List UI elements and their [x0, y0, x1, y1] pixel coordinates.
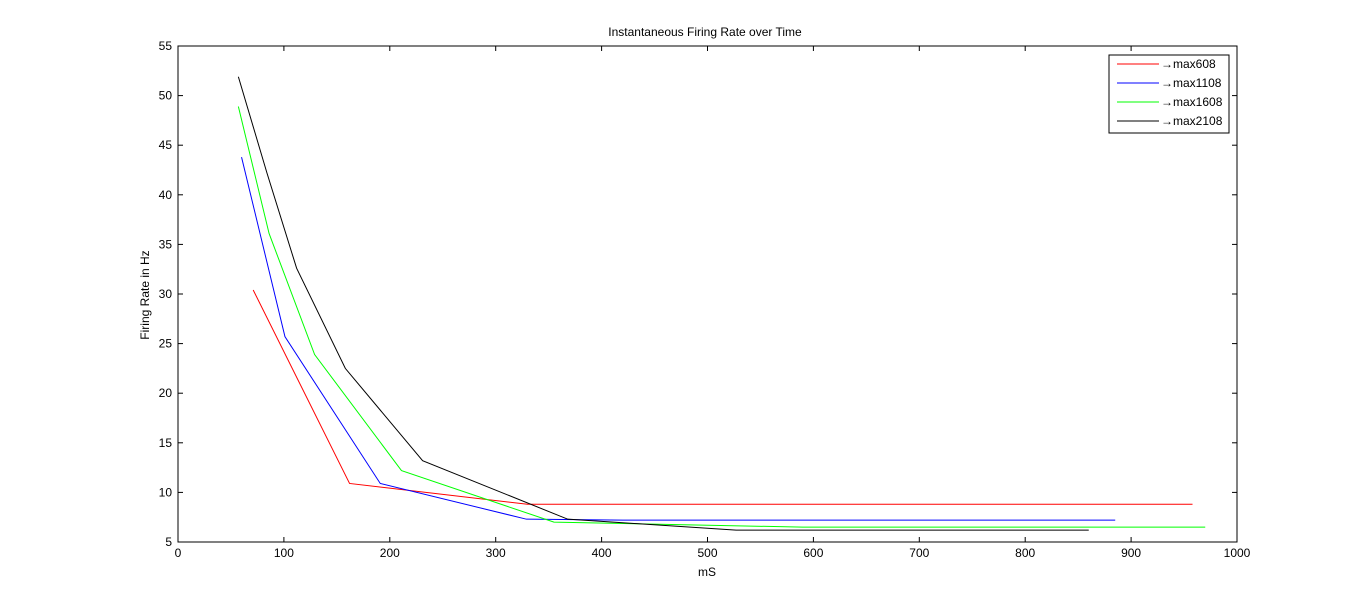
- series-line-0: [252, 289, 1193, 505]
- chart-title: Instantaneous Firing Rate over Time: [608, 25, 802, 39]
- series-line-3: [237, 76, 1089, 531]
- x-tick-label: 700: [909, 546, 929, 560]
- series-line-1: [241, 156, 1116, 521]
- legend-label-3: →max2108: [1161, 114, 1223, 128]
- ticks-layer: 0 100 200 300 400 500 600 700 800 900 1000 5 10 15 20 2…: [159, 39, 1251, 560]
- x-tick-label: 0: [175, 546, 182, 560]
- legend-label-2: →max1608: [1161, 95, 1223, 109]
- x-tick-label: 600: [803, 546, 823, 560]
- y-tick-label: 25: [159, 337, 173, 351]
- series-layer: [237, 76, 1206, 531]
- y-tick-label: 30: [159, 287, 173, 301]
- y-tick-label: 15: [159, 436, 173, 450]
- x-tick-label: 200: [380, 546, 400, 560]
- y-tick-label: 10: [159, 485, 173, 499]
- plot-area: [177, 45, 1238, 543]
- y-tick-label: 40: [159, 188, 173, 202]
- x-tick-label: 300: [486, 546, 506, 560]
- x-tick-label: 800: [1015, 546, 1035, 560]
- y-tick-label: 35: [159, 237, 173, 251]
- x-tick-label: 400: [592, 546, 612, 560]
- x-tick-label: 500: [697, 546, 717, 560]
- legend-label-0: →max608: [1161, 57, 1216, 71]
- y-axis-label: Firing Rate in Hz: [138, 250, 152, 339]
- y-tick-label: 5: [165, 535, 172, 549]
- legend: →max608 →max1108 →max1608 →max2108: [1108, 54, 1230, 134]
- legend-label-1: →max1108: [1161, 76, 1222, 90]
- x-axis-label: mS: [698, 565, 716, 579]
- legend-box: [1108, 54, 1230, 134]
- series-line-2: [237, 106, 1206, 528]
- x-tick-label: 900: [1121, 546, 1141, 560]
- y-tick-label: 50: [159, 89, 173, 103]
- y-tick-label: 55: [159, 39, 173, 53]
- y-tick-label: 20: [159, 386, 173, 400]
- legend-items: →max608 →max1108 →max1608 →max2108: [1117, 57, 1223, 128]
- x-tick-label: 1000: [1224, 546, 1251, 560]
- x-tick-label: 100: [274, 546, 294, 560]
- y-tick-label: 45: [159, 138, 173, 152]
